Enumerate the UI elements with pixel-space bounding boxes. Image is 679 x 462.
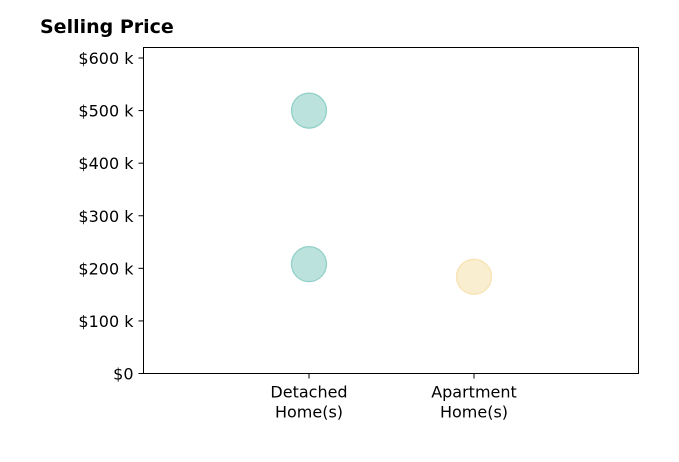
y-tick-label: $0 — [113, 365, 133, 384]
y-axis: $0 $100 k $200 k $300 k $400 k $500 k $600 k — [78, 49, 144, 384]
x-tick-label: Home(s) — [440, 403, 508, 422]
y-tick-label: $100 k — [78, 312, 134, 331]
chart-title: Selling Price — [40, 16, 174, 38]
x-tick-label: Detached — [270, 383, 347, 402]
scatter-point — [290, 246, 328, 283]
scatter-point — [290, 92, 328, 129]
plot-area-frame — [143, 47, 639, 374]
x-tick-label: Apartment — [431, 383, 517, 402]
chart-marks — [290, 92, 493, 295]
y-tick-label: $400 k — [78, 154, 134, 173]
y-tick-label: $300 k — [78, 207, 134, 226]
scatter-point — [455, 258, 493, 295]
x-tick-label: Home(s) — [275, 403, 343, 422]
y-tick-label: $500 k — [78, 102, 134, 121]
y-tick-label: $600 k — [78, 49, 134, 68]
y-tick-label: $200 k — [78, 259, 134, 278]
